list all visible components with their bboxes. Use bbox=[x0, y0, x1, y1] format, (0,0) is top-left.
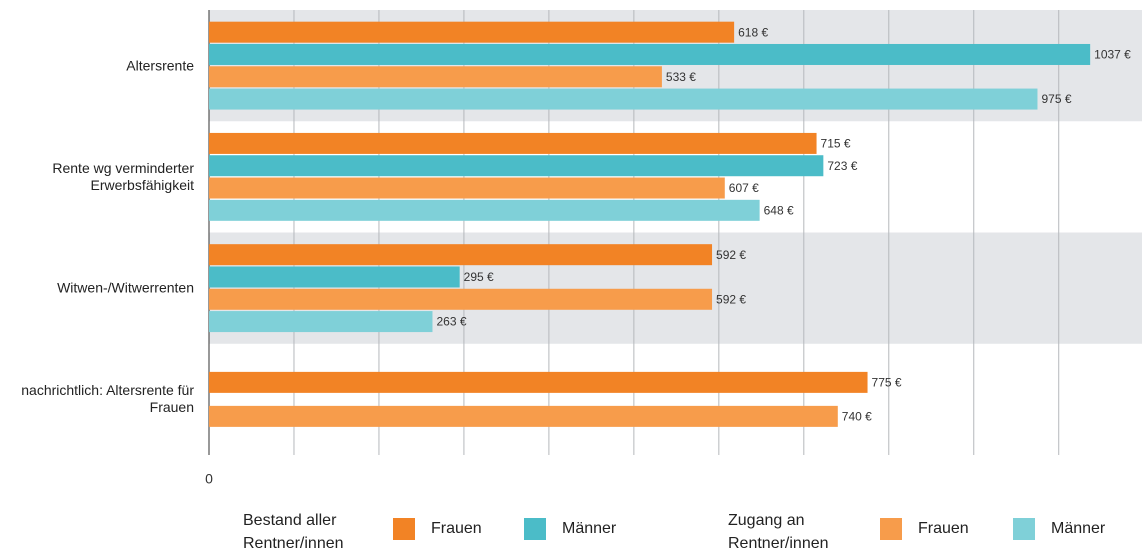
legend-label: Männer bbox=[562, 520, 617, 537]
legend-label: Männer bbox=[1051, 520, 1106, 537]
legend-swatch bbox=[393, 518, 415, 540]
value-label: 648 € bbox=[764, 203, 794, 217]
value-label: 775 € bbox=[872, 376, 902, 390]
bar bbox=[209, 199, 760, 221]
value-label: 295 € bbox=[464, 270, 494, 284]
value-label: 533 € bbox=[666, 70, 696, 84]
value-label: 263 € bbox=[436, 315, 466, 329]
legend-swatch bbox=[880, 518, 902, 540]
bar bbox=[209, 288, 713, 310]
bar bbox=[209, 88, 1038, 110]
legend-group-title: Bestand aller Rentner/innen bbox=[243, 512, 344, 552]
value-label: 618 € bbox=[738, 25, 768, 39]
value-label: 715 € bbox=[821, 137, 851, 151]
bar bbox=[209, 43, 1091, 65]
bar bbox=[209, 371, 868, 393]
value-label: 592 € bbox=[716, 292, 746, 306]
legend-label: Frauen bbox=[918, 520, 969, 537]
legend-group-title: Zugang an Rentner/innen bbox=[728, 512, 829, 552]
y-tick-label: Witwen-/Witwerrenten bbox=[57, 279, 194, 296]
bar bbox=[209, 405, 838, 427]
y-tick-label: Rente wg verminderter Erwerbsfähigkeit bbox=[52, 159, 194, 193]
bar bbox=[209, 177, 725, 199]
value-label: 740 € bbox=[842, 410, 872, 424]
value-label: 1037 € bbox=[1094, 48, 1131, 62]
y-tick-label: Altersrente bbox=[126, 57, 194, 74]
legend-swatch bbox=[1013, 518, 1035, 540]
x-tick-label: 0 bbox=[205, 471, 213, 487]
value-label: 975 € bbox=[1041, 92, 1071, 106]
value-label: 592 € bbox=[716, 248, 746, 262]
bar bbox=[209, 266, 460, 288]
legend-swatch bbox=[524, 518, 546, 540]
bar bbox=[209, 244, 713, 266]
y-tick-label: nachrichtlich: Altersrente für Frauen bbox=[21, 382, 194, 416]
bar bbox=[209, 311, 433, 333]
value-label: 607 € bbox=[729, 181, 759, 195]
bar bbox=[209, 132, 817, 154]
bar bbox=[209, 66, 662, 88]
value-label: 723 € bbox=[827, 159, 857, 173]
bar bbox=[209, 155, 824, 177]
bar bbox=[209, 21, 735, 43]
legend-label: Frauen bbox=[431, 520, 482, 537]
